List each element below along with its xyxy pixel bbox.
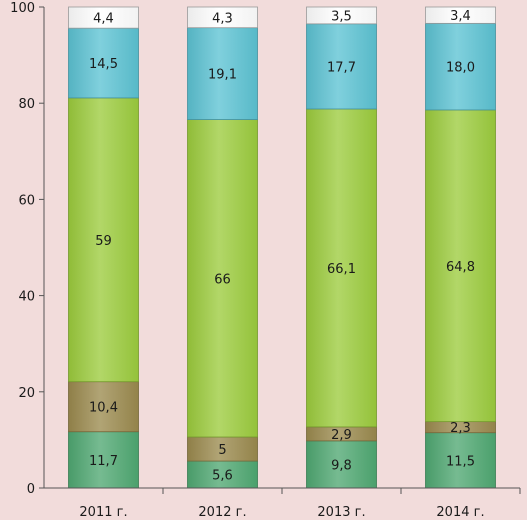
data-label: 11,7 bbox=[89, 454, 118, 469]
data-label: 66,1 bbox=[327, 262, 356, 277]
data-label: 64,8 bbox=[446, 260, 475, 275]
y-tick-label: 80 bbox=[18, 97, 35, 112]
data-label: 9,8 bbox=[331, 458, 352, 473]
bar-segment bbox=[306, 6, 377, 25]
bar-segment bbox=[425, 22, 496, 111]
bar-segment bbox=[68, 381, 139, 433]
data-label: 4,3 bbox=[212, 11, 233, 26]
y-tick-label: 20 bbox=[18, 386, 35, 401]
y-tick-label: 40 bbox=[18, 290, 35, 305]
data-label: 3,4 bbox=[450, 9, 471, 24]
bar-segment bbox=[187, 119, 258, 438]
bar-segment bbox=[68, 27, 139, 99]
y-tick-label: 60 bbox=[18, 193, 35, 208]
axes-layer: 2011 г. 2012 г. 2013 г. 2014 г. 0 20 40 60 80 100 bbox=[10, 1, 521, 520]
data-label: 10,4 bbox=[89, 401, 118, 416]
data-label: 3,5 bbox=[331, 9, 352, 24]
data-label: 5 bbox=[218, 443, 226, 458]
bar-segment bbox=[425, 6, 496, 24]
data-label: 18,0 bbox=[446, 61, 475, 76]
data-label: 66 bbox=[214, 272, 231, 287]
bar-segment bbox=[425, 109, 496, 423]
x-tick-label: 2013 г. bbox=[317, 505, 365, 520]
bars-layer bbox=[68, 6, 496, 489]
bar-segment bbox=[68, 431, 139, 489]
data-label: 17,7 bbox=[327, 60, 356, 75]
data-label: 14,5 bbox=[89, 57, 118, 72]
data-label: 2,9 bbox=[331, 428, 352, 443]
data-label: 4,4 bbox=[93, 12, 114, 27]
bar-segment bbox=[68, 6, 139, 29]
data-label: 59 bbox=[95, 234, 112, 249]
data-labels-layer: 11,7 10,4 59 14,5 4,4 5,6 5 66 19,1 4,3 9,8 2,9 66,1… bbox=[89, 9, 475, 483]
y-tick-label: 100 bbox=[10, 1, 35, 16]
data-label: 5,6 bbox=[212, 469, 233, 484]
data-label: 11,5 bbox=[446, 454, 475, 469]
bar-segment bbox=[187, 6, 258, 29]
bar-segment bbox=[425, 432, 496, 489]
bar-segment bbox=[306, 108, 377, 428]
x-tick-label: 2012 г. bbox=[198, 505, 246, 520]
data-label: 2,3 bbox=[450, 421, 471, 436]
x-tick-label: 2011 г. bbox=[79, 505, 127, 520]
bar-segment bbox=[187, 27, 258, 120]
data-label: 19,1 bbox=[208, 68, 237, 83]
bar-segment bbox=[187, 436, 258, 462]
y-tick-label: 0 bbox=[27, 482, 35, 497]
x-tick-label: 2014 г. bbox=[436, 505, 484, 520]
